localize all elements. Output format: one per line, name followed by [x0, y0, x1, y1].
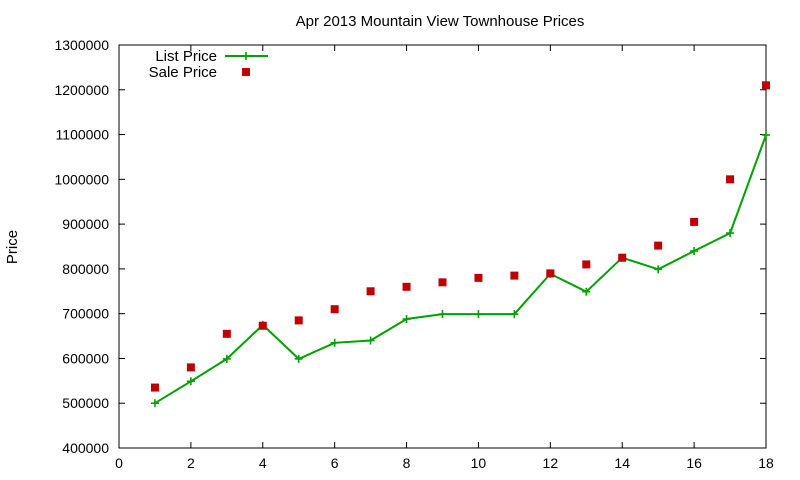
x-tick-label: 8	[403, 455, 411, 471]
sale-price-point	[726, 175, 735, 184]
y-tick-label: 900000	[62, 216, 109, 232]
list-price-point	[366, 336, 375, 345]
x-tick-label: 2	[187, 455, 195, 471]
list-price-point	[654, 265, 663, 274]
y-tick-label: 600000	[62, 350, 109, 366]
list-price-point	[186, 377, 195, 386]
sale-price-point	[654, 241, 663, 250]
y-tick-label: 1300000	[54, 37, 109, 53]
sale-price-point	[402, 282, 411, 291]
list-price-point	[150, 399, 159, 408]
sale-price-point	[546, 269, 555, 278]
list-price-point	[330, 338, 339, 347]
x-tick-label: 4	[259, 455, 267, 471]
axes: 0 2 4 6 8 10 12 14 16 18 400000 500000 600000 700000 8…	[54, 37, 774, 471]
sale-price-point	[150, 383, 159, 392]
legend-list-marker	[242, 52, 250, 60]
x-tick-label: 10	[471, 455, 487, 471]
y-tick-label: 800000	[62, 261, 109, 277]
list-price-point	[726, 229, 735, 238]
sale-price-point	[258, 321, 267, 330]
sale-price-point	[474, 273, 483, 282]
sale-price-series	[150, 81, 770, 392]
x-tick-label: 6	[331, 455, 339, 471]
sale-price-point	[186, 363, 195, 372]
list-price-point	[582, 287, 591, 296]
x-tick-label: 14	[614, 455, 630, 471]
y-tick-label: 400000	[62, 440, 109, 456]
list-price-series	[150, 131, 770, 408]
y-tick-label: 1100000	[56, 127, 110, 143]
list-price-line	[154, 134, 767, 405]
list-price-point	[438, 310, 447, 319]
list-price-point	[222, 354, 231, 363]
list-price-point	[402, 315, 411, 324]
list-price-point	[294, 354, 303, 363]
list-price-point	[762, 131, 770, 140]
sale-price-point	[762, 81, 770, 90]
legend-label-sale-price: Sale Price	[149, 64, 217, 81]
plot-frame	[118, 44, 767, 449]
sale-price-point	[510, 271, 519, 280]
sale-price-point	[294, 316, 303, 325]
y-tick-label: 500000	[62, 395, 109, 411]
x-tick-label: 18	[758, 455, 774, 471]
chart-title: Apr 2013 Mountain View Townhouse Prices	[296, 13, 585, 30]
sale-price-point	[438, 278, 447, 287]
x-tick-label: 0	[115, 455, 123, 471]
list-price-point	[690, 246, 699, 255]
sale-price-point	[222, 329, 231, 338]
x-tick-label: 16	[686, 455, 702, 471]
sale-price-point	[366, 287, 375, 296]
sale-price-point	[618, 253, 627, 262]
y-tick-label: 1200000	[54, 82, 109, 98]
sale-price-point	[582, 260, 591, 269]
list-price-point	[474, 310, 483, 319]
x-tick-label: 12	[543, 455, 559, 471]
legend-label-list-price: List Price	[155, 48, 217, 65]
y-tick-label: 1000000	[54, 171, 109, 187]
y-tick-label: 700000	[62, 306, 109, 322]
list-price-point	[510, 310, 519, 319]
sale-price-point	[690, 217, 699, 226]
sale-price-point	[330, 305, 339, 314]
y-axis-label: Price	[4, 230, 21, 264]
legend-sale-marker	[242, 68, 250, 76]
